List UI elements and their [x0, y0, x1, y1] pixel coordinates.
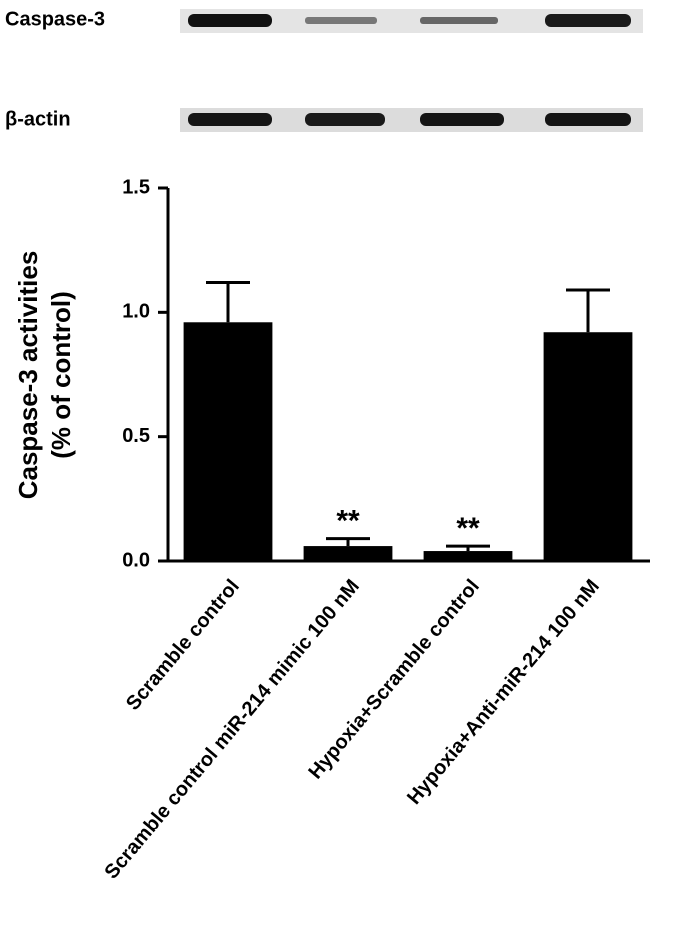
- significance-marker: **: [336, 505, 360, 538]
- y-tick-label: 1.5: [122, 176, 150, 198]
- blot-label: Caspase-3: [5, 8, 105, 30]
- blot-label: β-actin: [5, 108, 71, 130]
- x-tick-label: Scramble control: [122, 575, 244, 714]
- blot-band: [305, 113, 385, 126]
- blot-band: [305, 17, 377, 24]
- bar: [543, 332, 633, 561]
- bar: [423, 551, 513, 561]
- blot-band: [420, 113, 504, 126]
- bar: [183, 322, 273, 561]
- x-tick-label: Hypoxia+Anti-miR-214 100 nM: [403, 575, 604, 808]
- y-tick-label: 1.0: [122, 301, 150, 323]
- western-blot: Caspase-3 β-actin: [5, 8, 643, 132]
- y-axis-label: (% of control): [46, 291, 76, 459]
- blot-band: [545, 14, 631, 27]
- y-axis-label: Caspase-3 activities: [13, 251, 43, 500]
- blot-band: [545, 113, 631, 126]
- x-tick-label: Scramble control miR-214 mimic 100 nM: [101, 575, 364, 883]
- y-tick-label: 0.0: [122, 549, 150, 571]
- blot-band: [188, 14, 272, 27]
- blot-band: [420, 17, 498, 24]
- significance-marker: **: [456, 512, 480, 545]
- y-tick-label: 0.5: [122, 425, 150, 447]
- blot-band: [188, 113, 272, 126]
- bar: [303, 546, 393, 561]
